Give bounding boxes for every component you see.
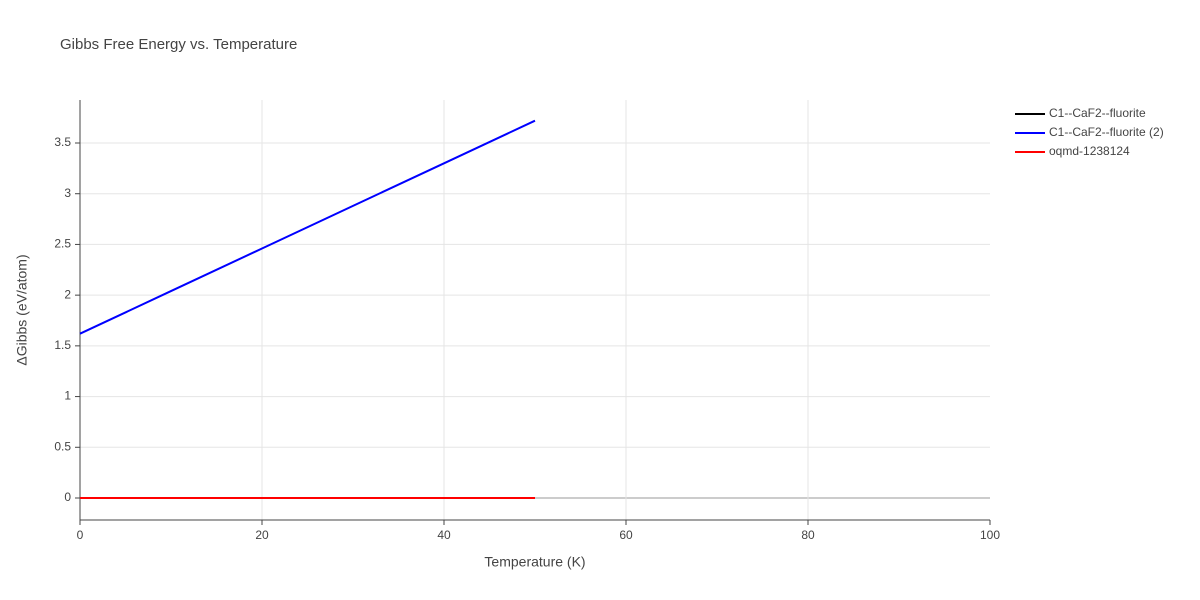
x-tick-label: 100 — [980, 528, 1000, 542]
y-tick-label: 1 — [64, 389, 71, 403]
y-tick-label: 3 — [64, 186, 71, 200]
y-tick-label: 2.5 — [54, 237, 71, 251]
y-tick-label: 2 — [64, 287, 71, 301]
x-tick-label: 0 — [77, 528, 84, 542]
chart-title: Gibbs Free Energy vs. Temperature — [60, 36, 297, 53]
x-tick-label: 60 — [619, 528, 633, 542]
series-line — [79, 119, 536, 335]
x-axis-title: Temperature (K) — [484, 554, 585, 570]
y-tick-label: 1.5 — [54, 338, 71, 352]
y-axis-title: ΔGibbs (eV/atom) — [14, 254, 30, 365]
y-tick-label: 0 — [64, 490, 71, 504]
y-tick-label: 0.5 — [54, 439, 71, 453]
y-tick-label: 3.5 — [54, 135, 71, 149]
legend-label: C1--CaF2--fluorite (2) — [1049, 125, 1164, 139]
x-tick-label: 80 — [801, 528, 815, 542]
legend-label: C1--CaF2--fluorite — [1049, 106, 1146, 120]
legend-label: oqmd-1238124 — [1049, 144, 1130, 158]
x-tick-label: 20 — [255, 528, 269, 542]
x-tick-label: 40 — [437, 528, 451, 542]
